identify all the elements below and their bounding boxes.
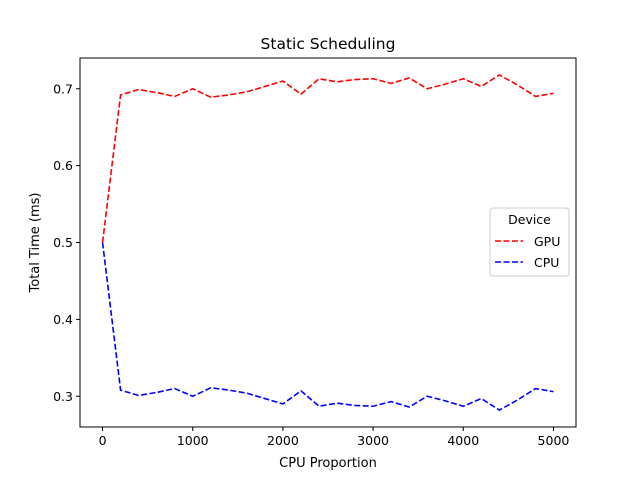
x-tick-label: 5000 [538, 433, 570, 448]
y-axis: 0.3 0.4 0.5 0.6 0.7 [53, 81, 80, 404]
x-tick-label: 0 [99, 433, 107, 448]
y-axis-label: Total Time (ms) [28, 192, 43, 293]
y-tick-label: 0.7 [53, 81, 73, 96]
x-axis-label: CPU Proportion [279, 456, 377, 471]
x-axis: 0 1000 2000 3000 4000 5000 [99, 427, 570, 448]
legend-label-gpu: GPU [534, 234, 560, 249]
legend: Device GPU CPU [489, 207, 570, 277]
legend-label-cpu: CPU [534, 255, 559, 270]
y-tick-label: 0.4 [53, 312, 73, 327]
series-line-gpu [101, 73, 554, 243]
plot-area [101, 73, 554, 412]
x-tick-label: 2000 [267, 433, 299, 448]
legend-box [489, 207, 570, 277]
x-tick-label: 1000 [177, 433, 209, 448]
y-tick-label: 0.6 [53, 158, 73, 173]
legend-title: Device [508, 212, 551, 227]
x-tick-label: 4000 [447, 433, 479, 448]
series-line-cpu [101, 242, 554, 412]
x-tick-label: 3000 [357, 433, 389, 448]
y-tick-label: 0.5 [53, 235, 73, 250]
y-tick-label: 0.3 [53, 389, 73, 404]
chart-title: Static Scheduling [261, 35, 396, 53]
